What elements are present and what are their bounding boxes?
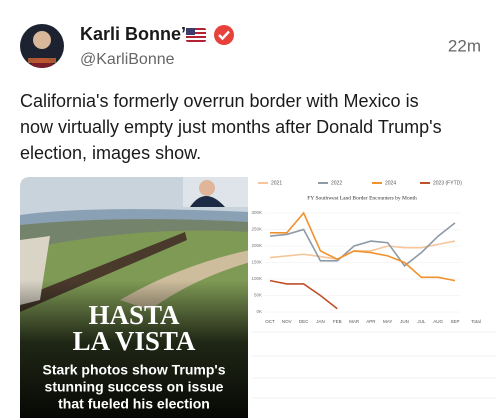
y-tick-label: 50K [254,293,262,298]
x-tick-label: JAN [316,319,325,324]
post-image[interactable]: 2021 2022 2024 2023 (FYTD) FY Southwest Land… [20,177,500,418]
y-tick-label: 200K [251,243,262,248]
legend-label: 2021 [271,180,282,186]
x-tick-label: DEC [299,319,309,324]
total-header: Total [471,319,481,324]
flag-icon [186,28,206,42]
caption-line: that fueled his election [58,396,210,412]
x-tick-label: MAR [349,319,360,324]
author-handle[interactable]: @KarliBonne [80,51,175,68]
y-tick-label: 0K [256,309,262,314]
series-line [269,240,456,261]
caption-line: Stark photos show Trump's [42,362,225,378]
author-name[interactable]: Karli Bonne’ [80,24,186,44]
embedded-chart: 2021 2022 2024 2023 (FYTD) FY Southwest Land… [251,180,496,399]
x-tick-label: AUG [433,319,443,324]
y-tick-label: 150K [251,260,262,265]
post-text-line: election, images show. [20,143,201,163]
x-tick-label: JUN [400,319,409,324]
x-tick-label: NOV [282,319,292,324]
headline: LA VISTA [73,326,196,356]
x-tick-label: APR [366,319,376,324]
series-line [269,279,338,310]
x-tick-label: FEB [333,319,342,324]
post-text-line: California's formerly overrun border wit… [20,91,419,111]
post-text-line: now virtually empty just months after Do… [20,117,442,137]
y-tick-label: 250K [251,227,262,232]
series-line [270,211,456,282]
y-tick-label: 300K [251,210,262,215]
x-tick-label: MAY [383,319,392,324]
timestamp: 22m [448,36,481,55]
headline: HASTA [88,300,180,330]
post-text: California's formerly overrun border wit… [20,91,442,163]
x-tick-label: OCT [265,319,275,324]
x-tick-label: SEP [450,319,459,324]
x-tick-label: JUL [417,319,425,324]
caption-line: stunning success on issue [45,379,224,395]
y-tick-label: 100K [251,276,262,281]
legend-label: 2024 [385,180,396,186]
legend-label: 2023 (FYTD) [433,180,462,186]
legend-label: 2022 [331,180,342,186]
verified-badge [214,25,234,45]
chart-title: FY Southwest Land Border Encounters by M… [307,195,417,201]
avatar[interactable] [20,24,64,68]
series-line [269,222,456,267]
